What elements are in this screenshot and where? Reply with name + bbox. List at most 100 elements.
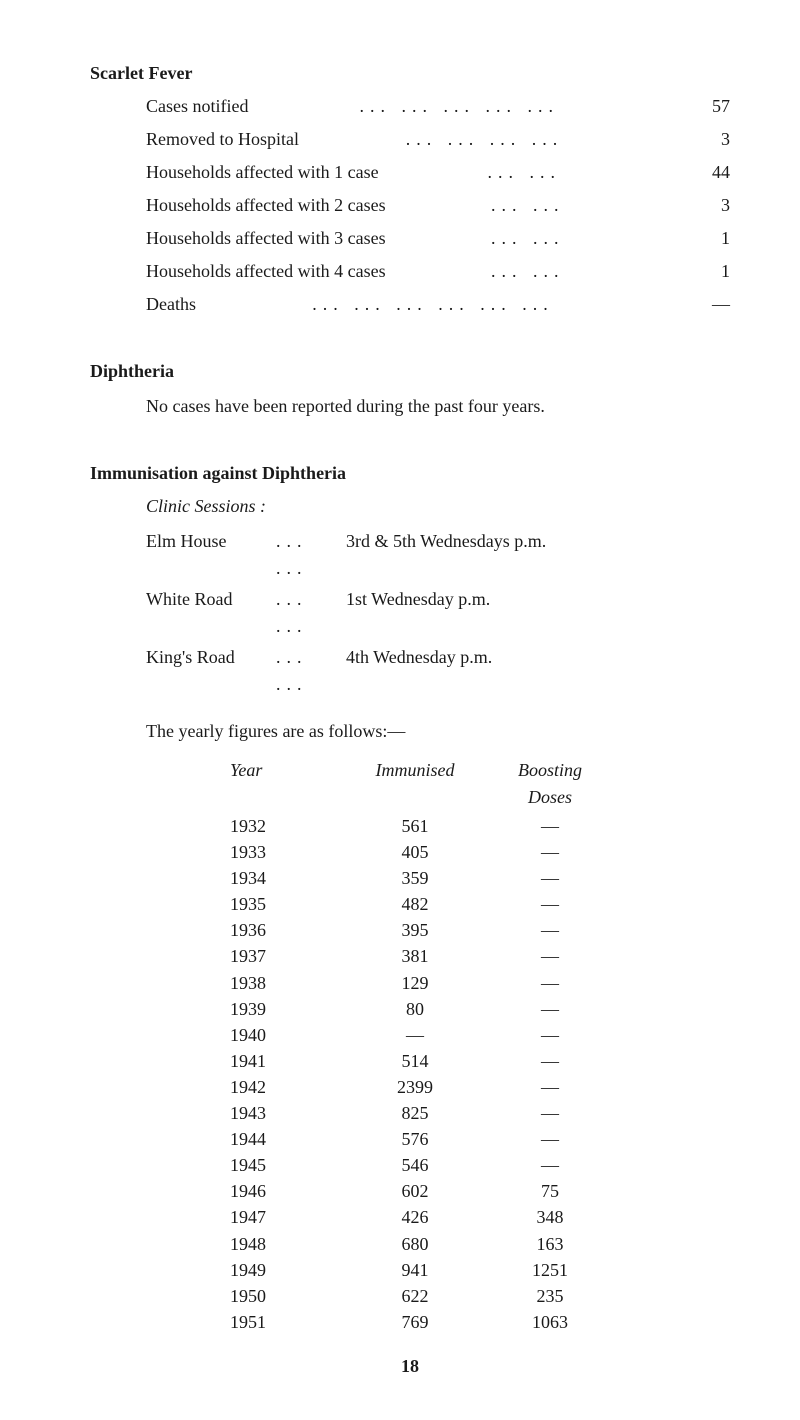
yearly-row: 1935482— — [230, 891, 730, 917]
year-cell: 1951 — [230, 1309, 340, 1335]
boosting-cell: 75 — [490, 1178, 610, 1204]
clinic-dots: ... ... — [276, 644, 346, 698]
immunised-cell: 482 — [340, 891, 490, 917]
immunised-cell: 561 — [340, 813, 490, 839]
yearly-row: 1948680163 — [230, 1231, 730, 1257]
year-cell: 1947 — [230, 1204, 340, 1230]
year-cell: 1950 — [230, 1283, 340, 1309]
boosting-cell: 163 — [490, 1231, 610, 1257]
yearly-row: 1945546— — [230, 1152, 730, 1178]
boosting-cell: — — [490, 996, 610, 1022]
yearly-row: 1941514— — [230, 1048, 730, 1074]
immunised-cell: 359 — [340, 865, 490, 891]
year-cell: 1949 — [230, 1257, 340, 1283]
sf-value: 3 — [670, 126, 730, 153]
clinic-dots: ... ... — [276, 528, 346, 582]
sf-row: Households affected with 2 cases ... ...… — [146, 192, 730, 219]
immunised-cell: 129 — [340, 970, 490, 996]
yearly-row: 1947426348 — [230, 1204, 730, 1230]
immunised-cell: 769 — [340, 1309, 490, 1335]
boosting-cell: — — [490, 917, 610, 943]
yearly-row: 1932561— — [230, 813, 730, 839]
sf-row: Deaths ... ... ... ... ... ... — — [146, 291, 730, 318]
yearly-row: 1940—— — [230, 1022, 730, 1048]
immunised-cell: 622 — [340, 1283, 490, 1309]
boosting-cell: — — [490, 865, 610, 891]
diphtheria-text: No cases have been reported during the p… — [146, 393, 730, 420]
clinic-name: White Road — [146, 586, 276, 640]
yearly-row: 1933405— — [230, 839, 730, 865]
clinic-time: 3rd & 5th Wednesdays p.m. — [346, 528, 730, 582]
boosting-cell: 1251 — [490, 1257, 610, 1283]
boosting-cell: 235 — [490, 1283, 610, 1309]
immunised-cell: 680 — [340, 1231, 490, 1257]
year-cell: 1948 — [230, 1231, 340, 1257]
sf-label: Households affected with 1 case — [146, 159, 379, 186]
sf-dots: ... ... — [386, 225, 670, 252]
sf-row: Households affected with 3 cases ... ...… — [146, 225, 730, 252]
sf-value: — — [670, 291, 730, 318]
sf-dots: ... ... — [386, 192, 670, 219]
immunised-cell: 514 — [340, 1048, 490, 1074]
yearly-row: 19499411251 — [230, 1257, 730, 1283]
year-cell: 1946 — [230, 1178, 340, 1204]
sf-dots: ... ... ... ... — [299, 126, 670, 153]
immunised-cell: 80 — [340, 996, 490, 1022]
yearly-row: 1934359— — [230, 865, 730, 891]
boosting-cell: — — [490, 1074, 610, 1100]
immunised-cell: 426 — [340, 1204, 490, 1230]
boosting-cell: — — [490, 1022, 610, 1048]
yearly-row: 1936395— — [230, 917, 730, 943]
boosting-cell: — — [490, 943, 610, 969]
sf-value: 1 — [670, 225, 730, 252]
year-cell: 1937 — [230, 943, 340, 969]
immunised-cell: 546 — [340, 1152, 490, 1178]
sf-dots: ... ... — [386, 258, 670, 285]
year-cell: 1940 — [230, 1022, 340, 1048]
yearly-row: 1950622235 — [230, 1283, 730, 1309]
sf-label: Cases notified — [146, 93, 248, 120]
sf-label: Removed to Hospital — [146, 126, 299, 153]
immunised-cell: 602 — [340, 1178, 490, 1204]
clinic-time: 4th Wednesday p.m. — [346, 644, 730, 698]
immunised-cell: 825 — [340, 1100, 490, 1126]
sf-dots: ... ... — [379, 159, 670, 186]
yearly-row: 194660275 — [230, 1178, 730, 1204]
immunised-cell: 576 — [340, 1126, 490, 1152]
boosting-cell: 348 — [490, 1204, 610, 1230]
yearly-intro: The yearly figures are as follows:— — [146, 718, 730, 745]
sf-label: Deaths — [146, 291, 196, 318]
sf-value: 44 — [670, 159, 730, 186]
boosting-cell: — — [490, 1126, 610, 1152]
immunisation-heading: Immunisation against Diphtheria — [90, 460, 730, 487]
col-immunised-header: Immunised — [340, 757, 490, 811]
year-cell: 1945 — [230, 1152, 340, 1178]
boosting-cell: — — [490, 813, 610, 839]
clinic-time: 1st Wednesday p.m. — [346, 586, 730, 640]
boosting-cell: — — [490, 970, 610, 996]
boosting-l2: Doses — [528, 787, 572, 807]
sf-label: Households affected with 3 cases — [146, 225, 386, 252]
yearly-row: 1943825— — [230, 1100, 730, 1126]
year-cell: 1933 — [230, 839, 340, 865]
diphtheria-heading: Diphtheria — [90, 358, 730, 385]
sf-row: Households affected with 1 case ... ... … — [146, 159, 730, 186]
scarlet-fever-list: Cases notified ... ... ... ... ... 57 Re… — [146, 93, 730, 318]
yearly-row: 1938129— — [230, 970, 730, 996]
year-cell: 1942 — [230, 1074, 340, 1100]
yearly-row: 1937381— — [230, 943, 730, 969]
immunised-cell: 405 — [340, 839, 490, 865]
clinic-row: King's Road ... ... 4th Wednesday p.m. — [146, 644, 730, 698]
sf-value: 57 — [670, 93, 730, 120]
clinic-list: Elm House ... ... 3rd & 5th Wednesdays p… — [146, 528, 730, 698]
boosting-cell: — — [490, 891, 610, 917]
sf-row: Cases notified ... ... ... ... ... 57 — [146, 93, 730, 120]
clinic-name: King's Road — [146, 644, 276, 698]
sf-label: Households affected with 4 cases — [146, 258, 386, 285]
clinic-dots: ... ... — [276, 586, 346, 640]
immunised-cell: 381 — [340, 943, 490, 969]
clinic-sessions-subheading: Clinic Sessions : — [146, 493, 730, 520]
year-cell: 1932 — [230, 813, 340, 839]
sf-value: 3 — [670, 192, 730, 219]
boosting-cell: — — [490, 1048, 610, 1074]
